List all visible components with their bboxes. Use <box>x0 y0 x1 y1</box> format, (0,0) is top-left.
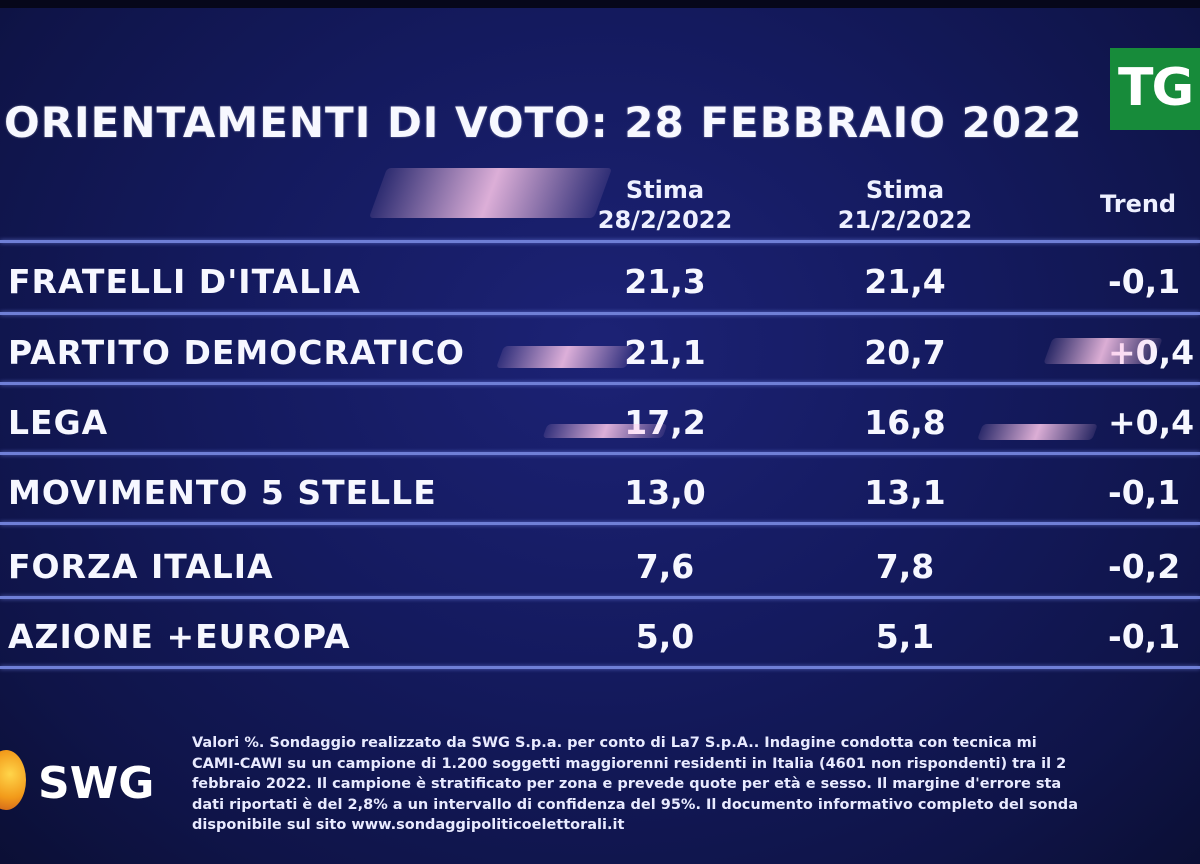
estimate-current: 21,3 <box>624 262 706 301</box>
party-name: FORZA ITALIA <box>8 547 274 586</box>
estimate-previous: 7,8 <box>875 547 935 586</box>
party-name: FRATELLI D'ITALIA <box>8 262 361 301</box>
column-header-previous-line1: Stima <box>865 176 945 204</box>
trend-value: +0,4 <box>1108 403 1195 442</box>
row-divider <box>0 312 1200 315</box>
methodology-footnote: Valori %. Sondaggio realizzato da SWG S.… <box>192 733 1200 836</box>
estimate-previous: 20,7 <box>864 333 946 372</box>
table-divider <box>0 240 1200 243</box>
footnote-line: disponibile sul sito www.sondaggipolitic… <box>192 817 625 833</box>
page-title: ORIENTAMENTI DI VOTO: 28 FEBBRAIO 2022 <box>4 98 1083 147</box>
estimate-current: 13,0 <box>624 473 706 512</box>
screen-bezel <box>0 0 1200 8</box>
trend-value: -0,1 <box>1108 473 1181 512</box>
estimate-previous: 21,4 <box>864 262 946 301</box>
column-header-current: Stima 28/2/2022 <box>580 175 750 235</box>
estimate-current: 17,2 <box>624 403 706 442</box>
trend-value: -0,2 <box>1108 547 1181 586</box>
estimate-previous: 13,1 <box>864 473 946 512</box>
swg-logo-mark-icon <box>0 750 26 810</box>
column-header-current-line2: 28/2/2022 <box>597 206 733 234</box>
trend-value: -0,1 <box>1108 262 1181 301</box>
footnote-line: febbraio 2022. Il campione è stratificat… <box>192 776 1062 792</box>
estimate-previous: 16,8 <box>864 403 946 442</box>
estimate-current: 21,1 <box>624 333 706 372</box>
trend-value: -0,1 <box>1108 617 1181 656</box>
screen-glare <box>977 424 1098 440</box>
tg-logo-text: TG <box>1118 58 1194 118</box>
row-divider <box>0 596 1200 599</box>
screen-glare <box>368 168 613 218</box>
row-divider <box>0 452 1200 455</box>
estimate-previous: 5,1 <box>875 617 935 656</box>
row-divider <box>0 382 1200 385</box>
swg-logo-text: SWG <box>38 758 155 809</box>
estimate-current: 5,0 <box>635 617 695 656</box>
party-name: PARTITO DEMOCRATICO <box>8 333 465 372</box>
tg-logo: TG <box>1110 48 1200 130</box>
trend-value: +0,4 <box>1108 333 1195 372</box>
column-header-previous: Stima 21/2/2022 <box>820 175 990 235</box>
footnote-line: Valori %. Sondaggio realizzato da SWG S.… <box>192 735 1037 751</box>
party-name: MOVIMENTO 5 STELLE <box>8 473 437 512</box>
estimate-current: 7,6 <box>635 547 695 586</box>
swg-logo: SWG <box>0 740 180 830</box>
column-header-current-line1: Stima <box>625 176 705 204</box>
row-divider <box>0 666 1200 669</box>
footnote-line: dati riportati è del 2,8% a un intervall… <box>192 796 1078 813</box>
column-header-previous-line2: 21/2/2022 <box>837 206 973 234</box>
party-name: AZIONE +EUROPA <box>8 617 351 656</box>
party-name: LEGA <box>8 403 109 442</box>
footnote-line: CAMI-CAWI su un campione di 1.200 sogget… <box>192 755 1067 772</box>
column-header-trend: Trend <box>1100 190 1177 218</box>
row-divider <box>0 522 1200 525</box>
